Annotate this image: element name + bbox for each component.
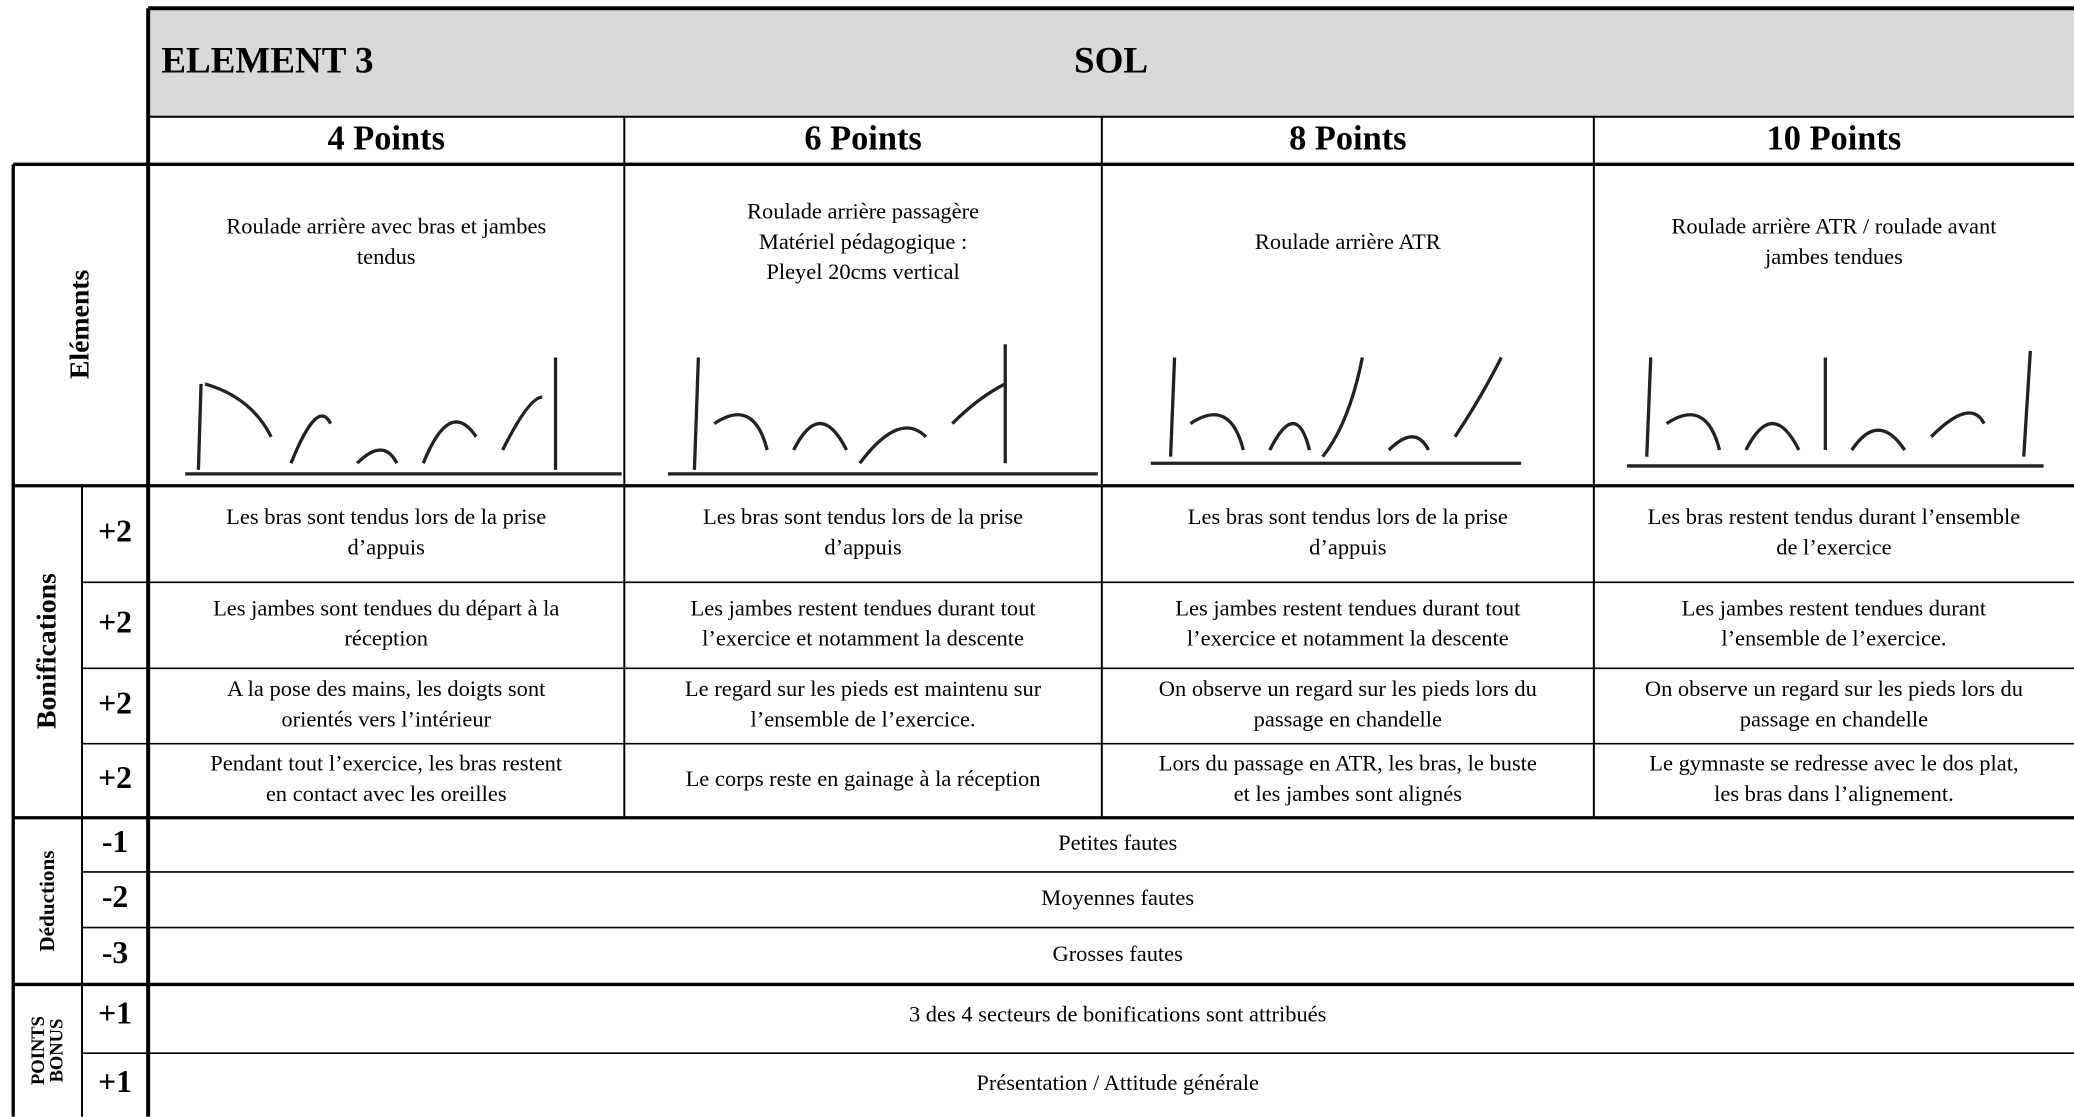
bonification-text: Les jambes restent tendues durant tout — [1175, 595, 1521, 620]
deduction-text: Petites fautes — [1058, 830, 1177, 855]
bonification-text: réception — [344, 626, 428, 651]
element-description: Roulade arrière avec bras et jambes — [226, 214, 546, 239]
bonification-text: d’appuis — [348, 534, 425, 559]
bonification-text: Les jambes restent tendues durant tout — [691, 595, 1037, 620]
bonification-text: Le regard sur les pieds est maintenu sur — [685, 676, 1042, 701]
header-bg — [148, 8, 2074, 117]
element-description: tendus — [357, 244, 416, 269]
section-label: Bonifications — [31, 573, 62, 729]
section-label: Déductions — [35, 851, 59, 952]
deduction-text: Grosses fautes — [1052, 941, 1182, 966]
bonification-text: d’appuis — [824, 534, 901, 559]
bonification-text: Les bras sont tendus lors de la prise — [703, 504, 1023, 529]
points: -3 — [102, 935, 128, 970]
bonification-text: et les jambes sont alignés — [1234, 781, 1462, 806]
points: -1 — [102, 824, 128, 859]
bonification-text: Le corps reste en gainage à la réception — [686, 766, 1041, 791]
bonification-text: de l’exercice — [1776, 534, 1891, 559]
bonification-text: A la pose des mains, les doigts sont — [227, 676, 546, 701]
bonification-text: passage en chandelle — [1740, 706, 1928, 731]
bonification-text: Les jambes sont tendues du départ à la — [213, 595, 559, 620]
column-header: 4 Points — [327, 120, 444, 158]
bonification-text: On observe un regard sur les pieds lors … — [1159, 676, 1537, 701]
header-element: ELEMENT 3 — [161, 40, 373, 81]
bonification-text: en contact avec les oreilles — [266, 781, 507, 806]
bonification-text: l’exercice et notamment la descente — [702, 626, 1024, 651]
bonification-text: Lors du passage en ATR, les bras, le bus… — [1159, 751, 1537, 776]
bonification-text: l’ensemble de l’exercice. — [1721, 626, 1946, 651]
points: +2 — [98, 605, 132, 640]
points: +1 — [98, 995, 132, 1030]
bonification-text: Les jambes restent tendues durant — [1682, 595, 1987, 620]
element-description: jambes tendues — [1764, 244, 1903, 269]
element-description: Matériel pédagogique : — [759, 229, 967, 254]
points: -2 — [102, 879, 128, 914]
column-header: 6 Points — [804, 120, 921, 158]
element-description: Pleyel 20cms vertical — [766, 259, 959, 284]
column-header: 10 Points — [1767, 120, 1902, 158]
element-description: Roulade arrière passagère — [747, 198, 979, 223]
points: +2 — [98, 513, 132, 548]
bonus-text: 3 des 4 secteurs de bonifications sont a… — [909, 1001, 1326, 1026]
bonification-text: passage en chandelle — [1254, 706, 1442, 731]
bonification-text: d’appuis — [1309, 534, 1386, 559]
bonification-text: Les bras restent tendus durant l’ensembl… — [1648, 504, 2021, 529]
bonification-text: orientés vers l’intérieur — [281, 706, 491, 731]
element-description: Roulade arrière ATR — [1255, 229, 1441, 254]
section-label: Eléments — [64, 269, 95, 379]
bonification-text: l’ensemble de l’exercice. — [750, 706, 975, 731]
bonification-text: l’exercice et notamment la descente — [1187, 626, 1509, 651]
bonification-text: Les bras sont tendus lors de la prise — [226, 504, 546, 529]
bonification-text: On observe un regard sur les pieds lors … — [1645, 676, 2023, 701]
column-header: 8 Points — [1289, 120, 1406, 158]
deduction-text: Moyennes fautes — [1041, 885, 1194, 910]
section-label: POINTS — [29, 1016, 49, 1085]
illustrations — [185, 344, 2044, 476]
points: +1 — [98, 1064, 132, 1099]
section-label: BONUS — [47, 1019, 67, 1083]
bonification-text: Le gymnaste se redresse avec le dos plat… — [1649, 751, 2018, 776]
header-title: SOL — [1074, 40, 1148, 81]
element-description: Roulade arrière ATR / roulade avant — [1671, 214, 1997, 239]
points: +2 — [98, 685, 132, 720]
points: +2 — [98, 760, 132, 795]
bonification-text: Les bras sont tendus lors de la prise — [1188, 504, 1508, 529]
bonus-text: Présentation / Attitude générale — [976, 1070, 1259, 1095]
bonification-text: Pendant tout l’exercice, les bras resten… — [210, 751, 563, 776]
bonification-text: les bras dans l’alignement. — [1714, 781, 1954, 806]
